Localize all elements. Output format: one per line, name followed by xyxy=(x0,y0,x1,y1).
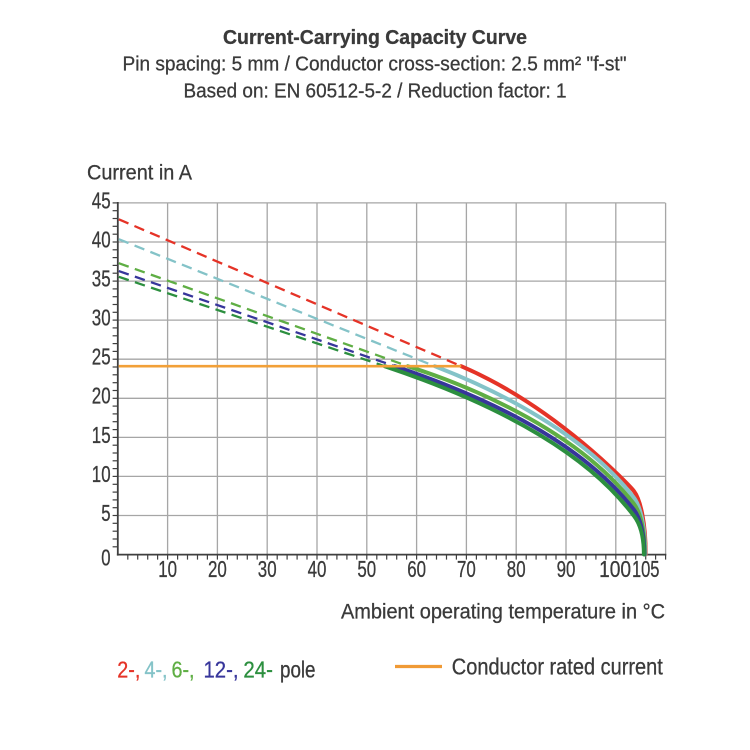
svg-text:50: 50 xyxy=(357,556,376,582)
svg-text:Ambient operating temperature: Ambient operating temperature in °C xyxy=(341,599,665,623)
svg-text:35: 35 xyxy=(92,265,111,291)
svg-text:4-,: 4-, xyxy=(145,657,168,683)
svg-text:0: 0 xyxy=(101,545,110,571)
svg-text:90: 90 xyxy=(557,556,576,582)
svg-text:15: 15 xyxy=(92,422,111,448)
svg-text:12-,: 12-, xyxy=(204,657,239,683)
svg-text:Conductor rated current: Conductor rated current xyxy=(452,654,664,680)
svg-text:80: 80 xyxy=(507,556,526,582)
svg-text:25: 25 xyxy=(92,344,111,370)
svg-text:Pin spacing: 5 mm / Conductor: Pin spacing: 5 mm / Conductor cross-sect… xyxy=(123,53,627,76)
svg-text:30: 30 xyxy=(92,305,111,331)
svg-text:45: 45 xyxy=(92,187,111,213)
svg-text:40: 40 xyxy=(92,226,111,252)
svg-text:20: 20 xyxy=(208,556,227,582)
svg-text:2-,: 2-, xyxy=(117,657,140,683)
svg-text:10: 10 xyxy=(158,556,177,582)
svg-text:100: 100 xyxy=(599,556,631,582)
svg-text:40: 40 xyxy=(308,556,327,582)
svg-text:6-,: 6-, xyxy=(172,657,195,683)
svg-text:10: 10 xyxy=(92,461,111,487)
svg-text:5: 5 xyxy=(101,500,110,526)
svg-text:Based on: EN 60512-5-2 / Reduc: Based on: EN 60512-5-2 / Reduction facto… xyxy=(184,79,567,102)
svg-text:30: 30 xyxy=(258,556,277,582)
svg-text:pole: pole xyxy=(280,657,316,683)
svg-text:Current-Carrying Capacity Curv: Current-Carrying Capacity Curve xyxy=(223,27,527,49)
svg-text:70: 70 xyxy=(457,556,476,582)
svg-text:20: 20 xyxy=(92,383,111,409)
svg-text:Current in A: Current in A xyxy=(87,161,193,185)
svg-text:60: 60 xyxy=(407,556,426,582)
svg-text:105: 105 xyxy=(632,556,660,582)
svg-text:24-: 24- xyxy=(243,657,273,683)
